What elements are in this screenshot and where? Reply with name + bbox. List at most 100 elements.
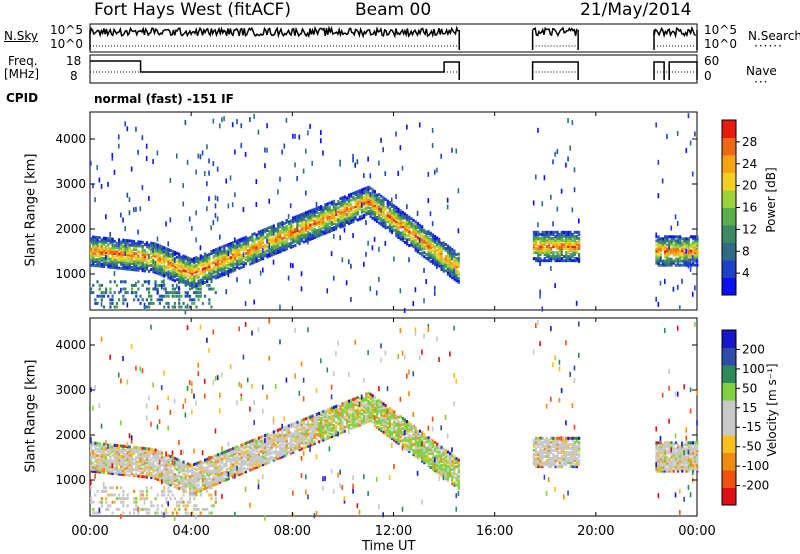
heatmap-cell	[214, 480, 217, 484]
heatmap-cell	[384, 171, 387, 177]
heatmap-cell	[199, 260, 202, 264]
heatmap-cell	[126, 465, 129, 469]
heatmap-cell	[203, 476, 207, 480]
heatmap-cell	[418, 241, 422, 245]
heatmap-cell	[216, 469, 220, 473]
heatmap-cell	[90, 449, 93, 453]
heatmap-cell	[390, 229, 394, 233]
heatmap-cell	[206, 263, 209, 267]
heatmap-cell	[167, 486, 170, 490]
heatmap-cell	[156, 457, 159, 461]
heatmap-cell	[169, 479, 172, 483]
heatmap-cell	[120, 464, 123, 468]
heatmap-cell	[195, 484, 198, 488]
heatmap-cell	[160, 255, 164, 259]
heatmap-cell	[188, 500, 192, 504]
heatmap-cell	[352, 218, 355, 222]
heatmap-cell	[141, 283, 144, 287]
heatmap-cell	[122, 287, 125, 291]
heatmap-cell	[221, 493, 223, 499]
heatmap-cell	[449, 264, 452, 268]
heatmap-cell	[208, 196, 210, 202]
heatmap-cell	[575, 230, 579, 234]
heatmap-cell	[132, 462, 136, 466]
heatmap-cell	[122, 240, 125, 244]
heatmap-cell	[137, 468, 140, 472]
heatmap-cell	[302, 212, 306, 216]
heatmap-cell	[234, 268, 237, 272]
heatmap-cell	[111, 263, 114, 267]
heatmap-cell	[102, 263, 106, 267]
heatmap-cell	[328, 446, 331, 452]
heatmap-cell	[128, 463, 131, 467]
heatmap-cell	[666, 253, 669, 257]
heatmap-cell	[429, 256, 432, 260]
heatmap-cell	[266, 253, 269, 257]
heatmap-cell	[167, 241, 169, 247]
heatmap-cell	[350, 194, 353, 198]
heatmap-cell	[105, 486, 108, 490]
heatmap-cell	[558, 232, 561, 236]
heatmap-cell	[98, 456, 101, 460]
heatmap-cell	[109, 249, 112, 253]
heatmap-cell	[347, 259, 350, 265]
heatmap-cell	[255, 441, 258, 445]
heatmap-cell	[543, 175, 546, 181]
heatmap-cell	[141, 246, 144, 250]
heatmap-cell	[696, 239, 699, 243]
heatmap-cell	[253, 454, 256, 458]
heatmap-cell	[270, 443, 273, 447]
heatmap-cell	[242, 452, 245, 456]
heatmap-cell	[236, 265, 239, 269]
heatmap-cell	[107, 243, 110, 247]
heatmap-cell	[296, 239, 299, 243]
heatmap-cell	[195, 258, 198, 262]
heatmap-cell	[547, 244, 551, 248]
heatmap-cell	[199, 254, 202, 258]
heatmap-cell	[238, 468, 241, 472]
heatmap-cell	[188, 483, 192, 487]
heatmap-cell	[163, 248, 166, 252]
heatmap-cell	[453, 255, 456, 259]
heatmap-cell	[661, 247, 665, 251]
heatmap-cell	[158, 474, 161, 478]
heatmap-cell	[244, 445, 247, 449]
heatmap-cell	[255, 449, 258, 453]
heatmap-cell	[277, 189, 279, 195]
heatmap-cell	[195, 464, 198, 468]
heatmap-cell	[169, 459, 172, 463]
heatmap-cell	[98, 500, 101, 504]
heatmap-cell	[148, 451, 151, 455]
heatmap-cell	[195, 276, 198, 280]
heatmap-cell	[457, 258, 460, 262]
heatmap-cell	[332, 411, 336, 415]
heatmap-cell	[558, 247, 561, 250]
heatmap-cell	[330, 416, 333, 420]
heatmap-cell	[455, 273, 458, 277]
heatmap-cell	[107, 471, 110, 475]
heatmap-cell	[335, 219, 338, 223]
heatmap-cell	[659, 245, 662, 249]
heatmap-cell	[289, 241, 293, 245]
heatmap-cell	[390, 223, 394, 227]
heatmap-cell	[315, 429, 318, 433]
heatmap-cell	[575, 251, 579, 255]
heatmap-cell	[661, 239, 665, 243]
heatmap-cell	[277, 234, 280, 238]
heatmap-cell	[107, 465, 110, 469]
heatmap-cell	[246, 451, 250, 455]
heatmap-cell	[414, 240, 417, 244]
heatmap-cell	[270, 447, 273, 451]
heatmap-cell	[257, 484, 260, 490]
heatmap-cell	[102, 489, 106, 493]
heatmap-cell	[268, 318, 271, 324]
heatmap-cell	[218, 252, 222, 256]
heatmap-cell	[354, 213, 357, 217]
heatmap-cell	[403, 214, 407, 218]
heatmap-cell	[685, 147, 688, 153]
heatmap-cell	[535, 259, 538, 263]
heatmap-cell	[337, 222, 340, 226]
heatmap-cell	[547, 259, 551, 263]
heatmap-cell	[655, 255, 658, 259]
heatmap-cell	[124, 247, 127, 251]
